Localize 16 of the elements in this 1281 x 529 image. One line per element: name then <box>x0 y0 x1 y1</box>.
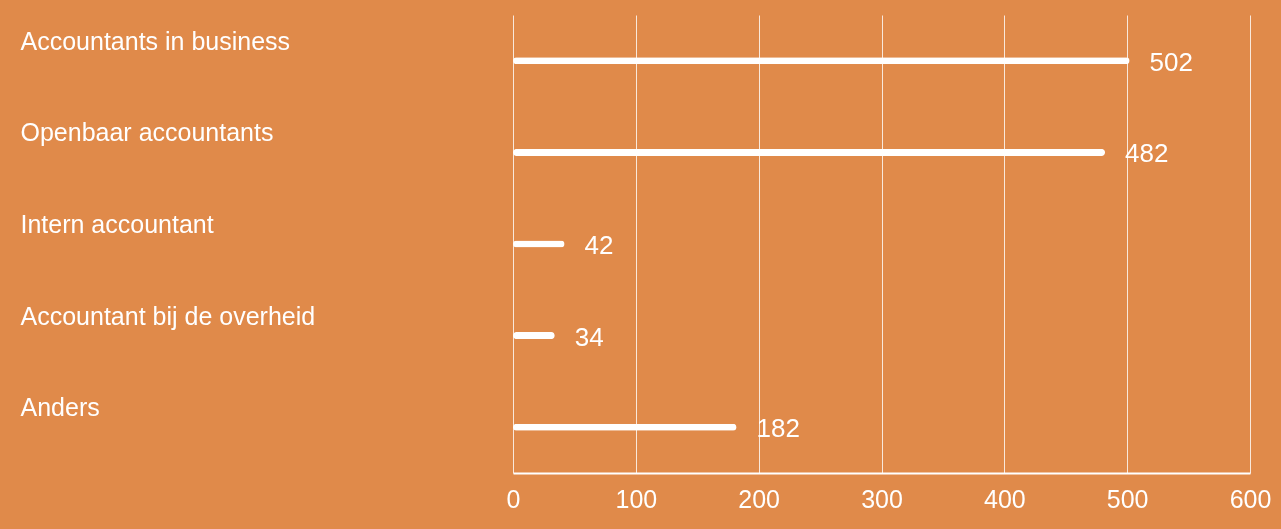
data-label: 34 <box>574 321 604 352</box>
data-label: 502 <box>1149 46 1194 77</box>
x-tick-label: 200 <box>738 484 781 513</box>
y-tick-label: Accountants in business <box>20 26 291 55</box>
bar <box>513 332 555 340</box>
y-tick-label: Accountant bij de overheid <box>20 301 316 330</box>
x-tick-label: 500 <box>1106 484 1149 513</box>
x-tick-label: 400 <box>983 484 1026 513</box>
x-tick-label: 600 <box>1229 484 1272 513</box>
x-tick-label: 100 <box>615 484 658 513</box>
y-tick-label: Openbaar accountants <box>20 118 274 147</box>
y-tick-label: Anders <box>20 393 100 422</box>
x-tick-label: 300 <box>861 484 903 513</box>
y-tick-label: Intern accountant <box>20 210 214 238</box>
x-tick-label: 0 <box>506 484 521 513</box>
data-label: 42 <box>584 230 614 260</box>
